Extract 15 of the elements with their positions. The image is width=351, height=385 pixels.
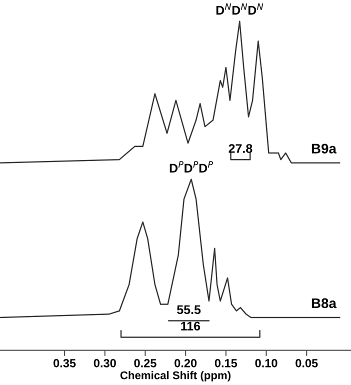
x-tick-label: 0.15 [214, 358, 238, 368]
x-tick-label: 0.25 [134, 358, 156, 368]
annotation: 55.5 [177, 305, 201, 314]
x-tick-label: 0.10 [255, 358, 278, 368]
series-label: B9a [312, 144, 337, 154]
x-tick-label: 0.35 [54, 358, 76, 368]
annotation: D$^{N}$D$^{N}$D$^{N}$ [216, 3, 264, 15]
annotation: 116 [181, 322, 200, 331]
x-tick-label: 0.05 [296, 358, 318, 368]
annotation: 27.8 [228, 144, 252, 153]
x-tick-label: 0.30 [94, 358, 116, 368]
x-tick-label: 0.20 [174, 358, 197, 368]
series-label: B8a [312, 298, 337, 308]
annotation: D$^{P}$D$^{P}$D$^{P}$ [170, 161, 213, 172]
x-axis-title: Chemical Shift (ppm) [120, 371, 231, 382]
